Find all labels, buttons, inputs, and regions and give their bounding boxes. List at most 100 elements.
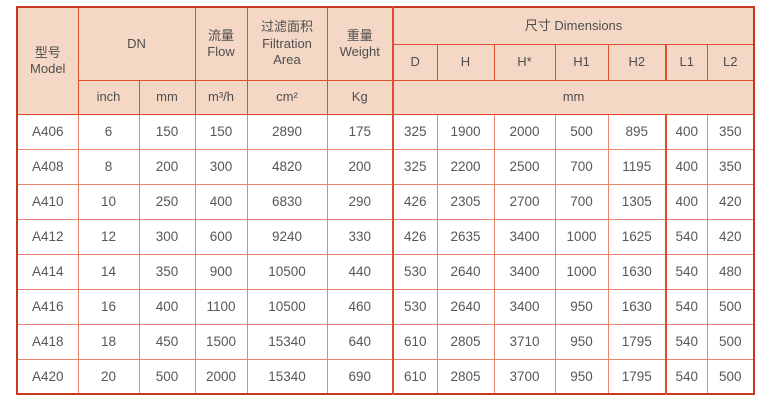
table-body: A406 6 150 150 2890 175 325 1900 2000 500 895 400 35… — [16, 113, 755, 395]
cell-dim-h: 2200 — [436, 148, 495, 185]
cell-dim-h: 2640 — [436, 253, 495, 290]
cell-flow: 600 — [194, 218, 248, 255]
header-dn: DN — [77, 6, 196, 81]
cell-dim-l2: 480 — [706, 253, 755, 290]
cell-weight: 460 — [326, 288, 394, 325]
cell-flow: 900 — [194, 253, 248, 290]
header-unit-dimensions: mm — [391, 79, 755, 115]
cell-dim-h1: 700 — [554, 148, 609, 185]
cell-dim-d: 426 — [392, 183, 438, 220]
cell-dn-mm: 200 — [138, 148, 196, 185]
cell-dim-hstar: 2700 — [493, 183, 556, 220]
cell-model: A410 — [16, 183, 79, 220]
header-unit-inch: inch — [77, 79, 140, 115]
cell-dim-l1: 540 — [665, 323, 708, 360]
cell-dim-h2: 1625 — [607, 218, 667, 255]
header-weight: 重量 Weight — [326, 6, 394, 81]
cell-dn-mm: 150 — [138, 113, 196, 150]
cell-dn-inch: 18 — [77, 323, 140, 360]
header-flow: 流量 Flow — [194, 6, 248, 81]
cell-dim-hstar: 3710 — [493, 323, 556, 360]
table-row: A414 14 350 900 10500 440 530 2640 3400 1000 1630 5… — [16, 253, 755, 290]
cell-weight: 690 — [326, 358, 394, 395]
table-row: A410 10 250 400 6830 290 426 2305 2700 700 1305 400… — [16, 183, 755, 220]
cell-area: 10500 — [246, 288, 328, 325]
cell-dn-inch: 16 — [77, 288, 140, 325]
cell-dim-l1: 400 — [665, 183, 708, 220]
cell-model: A408 — [16, 148, 79, 185]
cell-dim-h2: 1630 — [607, 288, 667, 325]
cell-dn-mm: 400 — [138, 288, 196, 325]
cell-dim-d: 610 — [392, 358, 438, 395]
cell-dim-h: 2805 — [436, 358, 495, 395]
cell-dim-hstar: 2000 — [493, 113, 556, 150]
table-row: A412 12 300 600 9240 330 426 2635 3400 1000 1625 54… — [16, 218, 755, 255]
cell-weight: 330 — [326, 218, 394, 255]
cell-dn-inch: 20 — [77, 358, 140, 395]
cell-flow: 150 — [194, 113, 248, 150]
cell-dim-l2: 420 — [706, 218, 755, 255]
cell-dim-h1: 500 — [554, 113, 609, 150]
cell-weight: 440 — [326, 253, 394, 290]
cell-dim-l2: 350 — [706, 148, 755, 185]
header-dim-h1: H1 — [554, 43, 609, 81]
cell-dim-h1: 1000 — [554, 253, 609, 290]
header-dim-hstar: H* — [493, 43, 556, 81]
cell-dim-d: 530 — [392, 288, 438, 325]
cell-dim-d: 530 — [392, 253, 438, 290]
cell-weight: 290 — [326, 183, 394, 220]
cell-area: 6830 — [246, 183, 328, 220]
cell-dim-l2: 420 — [706, 183, 755, 220]
cell-dim-h: 2635 — [436, 218, 495, 255]
cell-dim-h2: 1195 — [607, 148, 667, 185]
cell-dim-d: 325 — [392, 148, 438, 185]
header-model: 型号 Model — [16, 6, 79, 115]
cell-dim-l1: 540 — [665, 358, 708, 395]
cell-dim-h2: 1795 — [607, 358, 667, 395]
cell-dim-h: 2640 — [436, 288, 495, 325]
cell-dn-mm: 300 — [138, 218, 196, 255]
cell-dim-l2: 500 — [706, 288, 755, 325]
header-dim-h2: H2 — [607, 43, 667, 81]
cell-dim-h1: 1000 — [554, 218, 609, 255]
header-dim-l2: L2 — [706, 43, 755, 81]
cell-area: 15340 — [246, 358, 328, 395]
cell-dim-d: 610 — [392, 323, 438, 360]
cell-flow: 1100 — [194, 288, 248, 325]
cell-dn-inch: 14 — [77, 253, 140, 290]
cell-dim-h2: 895 — [607, 113, 667, 150]
cell-dim-l1: 400 — [665, 113, 708, 150]
cell-dim-hstar: 3700 — [493, 358, 556, 395]
cell-dim-h1: 950 — [554, 358, 609, 395]
cell-dn-inch: 12 — [77, 218, 140, 255]
cell-model: A412 — [16, 218, 79, 255]
cell-model: A406 — [16, 113, 79, 150]
cell-dn-inch: 8 — [77, 148, 140, 185]
cell-model: A418 — [16, 323, 79, 360]
cell-weight: 640 — [326, 323, 394, 360]
table-row: A408 8 200 300 4820 200 325 2200 2500 700 1195 400 3… — [16, 148, 755, 185]
cell-flow: 2000 — [194, 358, 248, 395]
cell-weight: 200 — [326, 148, 394, 185]
header-dim-d: D — [392, 43, 438, 81]
cell-dn-mm: 250 — [138, 183, 196, 220]
cell-area: 4820 — [246, 148, 328, 185]
cell-dn-mm: 450 — [138, 323, 196, 360]
cell-dim-l2: 500 — [706, 358, 755, 395]
cell-flow: 300 — [194, 148, 248, 185]
cell-dim-d: 325 — [392, 113, 438, 150]
cell-dim-l2: 350 — [706, 113, 755, 150]
header-filtration-area: 过滤面积 Filtration Area — [246, 6, 328, 81]
cell-dn-mm: 500 — [138, 358, 196, 395]
cell-dim-l1: 400 — [665, 148, 708, 185]
header-dim-l1: L1 — [665, 43, 708, 81]
cell-flow: 1500 — [194, 323, 248, 360]
cell-dim-l2: 500 — [706, 323, 755, 360]
cell-area: 2890 — [246, 113, 328, 150]
header-row-2: D H H* H1 H2 L1 L2 — [17, 43, 755, 81]
cell-dim-h: 1900 — [436, 113, 495, 150]
cell-dim-hstar: 2500 — [493, 148, 556, 185]
table-row: A406 6 150 150 2890 175 325 1900 2000 500 895 400 35… — [16, 113, 755, 150]
header-unit-area: cm² — [246, 79, 328, 115]
cell-area: 10500 — [246, 253, 328, 290]
